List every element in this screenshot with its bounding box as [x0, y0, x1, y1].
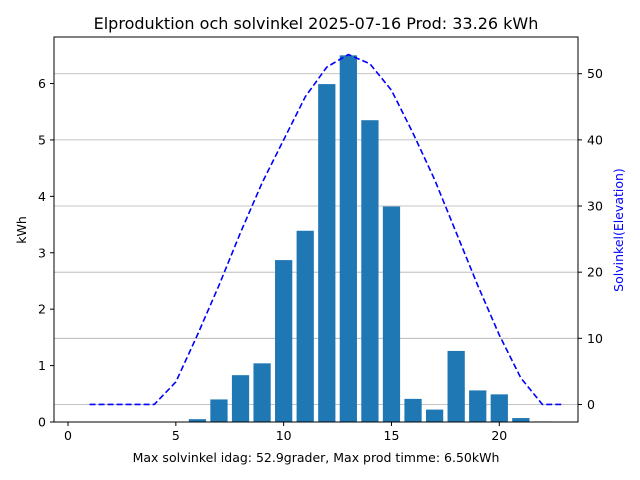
y2-axis-ticks: 0 10 20 30 40 50 — [578, 66, 603, 412]
bar — [188, 419, 207, 422]
y-axis-label: kWh — [14, 216, 29, 244]
y2-tick-label: 10 — [587, 331, 603, 346]
y2-tick-label: 0 — [587, 397, 595, 412]
bar — [469, 390, 487, 422]
bar — [512, 418, 530, 422]
bar — [382, 206, 401, 422]
bar — [447, 350, 465, 422]
grid — [54, 73, 578, 405]
bar — [253, 363, 271, 422]
bar — [275, 260, 293, 422]
y-tick-label: 0 — [38, 415, 46, 430]
bar — [296, 230, 314, 422]
y-axis-ticks: 0 1 2 3 4 5 6 — [38, 76, 54, 430]
bar — [210, 399, 228, 422]
x-tick-label: 5 — [172, 428, 180, 443]
bar — [425, 409, 444, 422]
y-tick-label: 6 — [38, 76, 46, 91]
elevation-series — [89, 53, 564, 406]
y-tick-label: 3 — [38, 245, 46, 260]
y2-axis-label: Solvinkel(Elevation) — [611, 168, 626, 292]
x-tick-label: 0 — [64, 428, 72, 443]
bar — [231, 375, 250, 422]
bar-series — [188, 55, 552, 422]
y2-tick-label: 50 — [587, 66, 603, 81]
plot-frame — [53, 36, 579, 423]
x-tick-label: 10 — [276, 428, 292, 443]
x-axis-label: Max solvinkel idag: 52.9grader, Max prod… — [133, 450, 500, 465]
y-tick-label: 1 — [38, 358, 46, 373]
bar — [361, 120, 379, 422]
bar — [404, 398, 422, 422]
x-axis-ticks: 0 5 10 15 20 — [64, 422, 507, 443]
x-tick-label: 20 — [491, 428, 507, 443]
bar — [318, 84, 336, 422]
elevation-line — [89, 53, 564, 406]
y-tick-label: 4 — [38, 189, 46, 204]
y-tick-label: 2 — [38, 302, 46, 317]
y2-tick-label: 20 — [587, 265, 603, 280]
chart-title: Elproduktion och solvinkel 2025-07-16 Pr… — [94, 14, 539, 33]
x-tick-label: 15 — [384, 428, 400, 443]
bar — [490, 394, 508, 422]
y2-tick-label: 30 — [587, 199, 603, 214]
y-tick-label: 5 — [38, 132, 46, 147]
y2-tick-label: 40 — [587, 132, 603, 147]
bar — [339, 55, 357, 422]
